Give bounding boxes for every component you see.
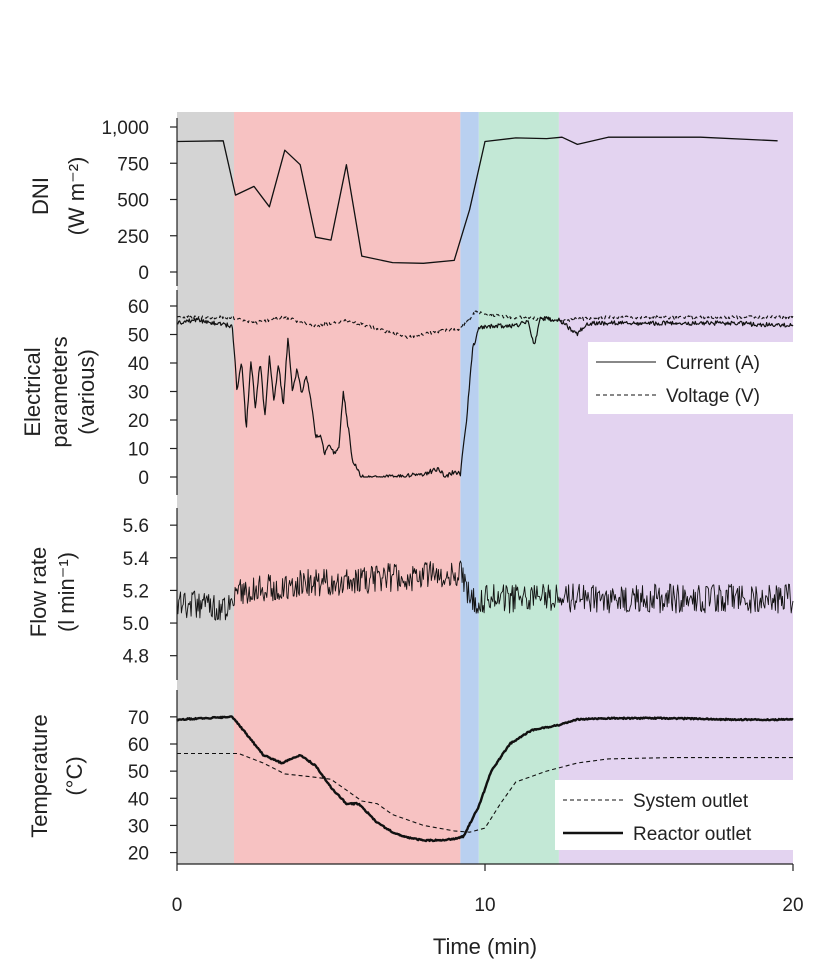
y-tick-label-dni-3: 500 bbox=[117, 191, 149, 212]
y-axis-title-dni-line-2: (W m⁻²) bbox=[64, 157, 89, 236]
series-line-temperature-2 bbox=[176, 715, 794, 843]
x-axis-title: Time (min) bbox=[433, 934, 537, 959]
series-line-dni-1 bbox=[176, 136, 778, 264]
x-tick-label-3: 20 bbox=[782, 895, 803, 916]
phase-background-bands bbox=[177, 112, 793, 864]
series-line-electrical-1 bbox=[176, 316, 794, 478]
y-tick-label-dni-4: 750 bbox=[117, 154, 149, 175]
phase-band-1 bbox=[177, 112, 234, 864]
y-tick-label-temperature-1: 20 bbox=[128, 844, 149, 865]
y-tick-label-electrical-5: 40 bbox=[128, 354, 149, 375]
legends-layer: Current (A) Voltage (V) System outlet React… bbox=[555, 342, 793, 850]
legend-label-electrical-1: Current (A) bbox=[666, 353, 760, 374]
phase-band-4 bbox=[478, 112, 559, 864]
y-axis-title-temperature-line-1: Temperature bbox=[27, 714, 52, 838]
data-series-layer bbox=[176, 136, 794, 843]
y-tick-label-electrical-2: 10 bbox=[128, 440, 149, 461]
y-axis-title-dni-line-1: DNI bbox=[28, 177, 53, 215]
x-tick-label-2: 10 bbox=[474, 895, 495, 916]
legend-label-temperature-2: Reactor outlet bbox=[633, 824, 752, 845]
y-axis-title-electrical-line-2: parameters bbox=[47, 336, 72, 447]
y-axis-title-flow-line-2: (l min⁻¹) bbox=[54, 552, 79, 632]
y-axis-title-flow-line-1: Flow rate bbox=[26, 547, 51, 637]
y-tick-label-temperature-2: 30 bbox=[128, 816, 149, 837]
y-tick-label-flow-1: 4.8 bbox=[123, 647, 149, 668]
phase-band-3 bbox=[460, 112, 479, 864]
y-axis-title-electrical-line-1: Electrical bbox=[20, 347, 45, 436]
x-axis: Time (min) 0 10 20 bbox=[172, 863, 804, 959]
y-tick-label-electrical-6: 50 bbox=[128, 326, 149, 347]
y-tick-label-flow-4: 5.4 bbox=[123, 549, 150, 570]
y-tick-label-electrical-3: 20 bbox=[128, 411, 149, 432]
y-tick-label-electrical-7: 60 bbox=[128, 297, 149, 318]
legend-label-temperature-1: System outlet bbox=[633, 791, 749, 812]
y-tick-label-flow-2: 5.0 bbox=[123, 614, 149, 635]
legend-box-temperature bbox=[555, 780, 793, 850]
y-tick-label-dni-5: 1,000 bbox=[101, 118, 149, 139]
y-tick-label-temperature-3: 40 bbox=[128, 789, 149, 810]
y-tick-label-dni-1: 0 bbox=[138, 263, 149, 284]
x-tick-label-1: 0 bbox=[172, 895, 183, 916]
phase-band-5 bbox=[558, 112, 793, 864]
y-tick-label-temperature-5: 60 bbox=[128, 735, 149, 756]
y-tick-label-electrical-1: 0 bbox=[138, 468, 149, 489]
y-axis-title-electrical-line-3: (various) bbox=[74, 349, 99, 435]
phase-band-2 bbox=[233, 112, 461, 864]
y-tick-label-electrical-4: 30 bbox=[128, 383, 149, 404]
y-tick-label-temperature-4: 50 bbox=[128, 762, 149, 783]
y-tick-label-temperature-6: 70 bbox=[128, 708, 149, 729]
y-tick-label-dni-2: 250 bbox=[117, 227, 149, 248]
legend-label-electrical-2: Voltage (V) bbox=[666, 386, 760, 407]
series-line-flow-1 bbox=[176, 560, 794, 621]
y-tick-label-flow-3: 5.2 bbox=[123, 581, 149, 602]
axes-layer: 0 250 500 750 1,000 DNI (W m⁻²) 0 10 20 30 40 50 60 El… bbox=[20, 118, 178, 865]
y-axis-title-temperature-line-2: (°C) bbox=[62, 756, 87, 795]
series-line-electrical-2 bbox=[176, 310, 794, 340]
legend-box-electrical bbox=[588, 342, 793, 414]
y-tick-label-flow-5: 5.6 bbox=[123, 516, 149, 537]
